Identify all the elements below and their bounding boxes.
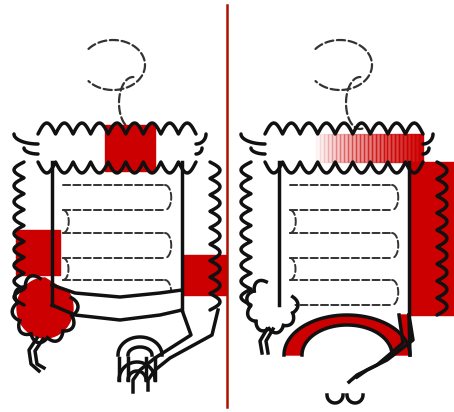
Bar bbox=[400, 134, 403, 162]
Bar bbox=[324, 134, 328, 162]
Bar bbox=[38, 134, 196, 162]
Polygon shape bbox=[118, 337, 162, 355]
Bar bbox=[372, 134, 375, 162]
Bar bbox=[321, 134, 324, 162]
Bar bbox=[340, 134, 344, 162]
Polygon shape bbox=[349, 315, 413, 382]
Bar bbox=[356, 134, 360, 162]
Bar bbox=[395, 134, 400, 162]
Bar bbox=[409, 162, 454, 315]
Polygon shape bbox=[17, 278, 73, 338]
Bar bbox=[105, 125, 155, 171]
Bar bbox=[419, 134, 423, 162]
Bar bbox=[407, 134, 411, 162]
Bar bbox=[182, 162, 210, 310]
Bar bbox=[348, 134, 352, 162]
Bar bbox=[415, 134, 419, 162]
Bar bbox=[364, 134, 368, 162]
Bar bbox=[352, 134, 356, 162]
Bar bbox=[316, 134, 321, 162]
Bar bbox=[328, 134, 332, 162]
Bar bbox=[332, 134, 336, 162]
Polygon shape bbox=[250, 281, 294, 329]
Polygon shape bbox=[133, 310, 218, 392]
Bar bbox=[387, 134, 391, 162]
Bar bbox=[403, 134, 407, 162]
Bar bbox=[360, 134, 364, 162]
Bar bbox=[24, 162, 52, 305]
Bar bbox=[391, 134, 395, 162]
Polygon shape bbox=[284, 315, 410, 355]
Bar bbox=[251, 162, 279, 305]
Bar bbox=[380, 134, 384, 162]
Bar bbox=[16, 230, 60, 275]
Bar bbox=[265, 134, 423, 162]
Polygon shape bbox=[52, 285, 182, 320]
Bar bbox=[336, 134, 340, 162]
Bar bbox=[182, 255, 226, 295]
Bar bbox=[344, 134, 348, 162]
Bar bbox=[384, 134, 387, 162]
Bar bbox=[411, 134, 415, 162]
Bar bbox=[375, 134, 380, 162]
Bar bbox=[368, 134, 372, 162]
